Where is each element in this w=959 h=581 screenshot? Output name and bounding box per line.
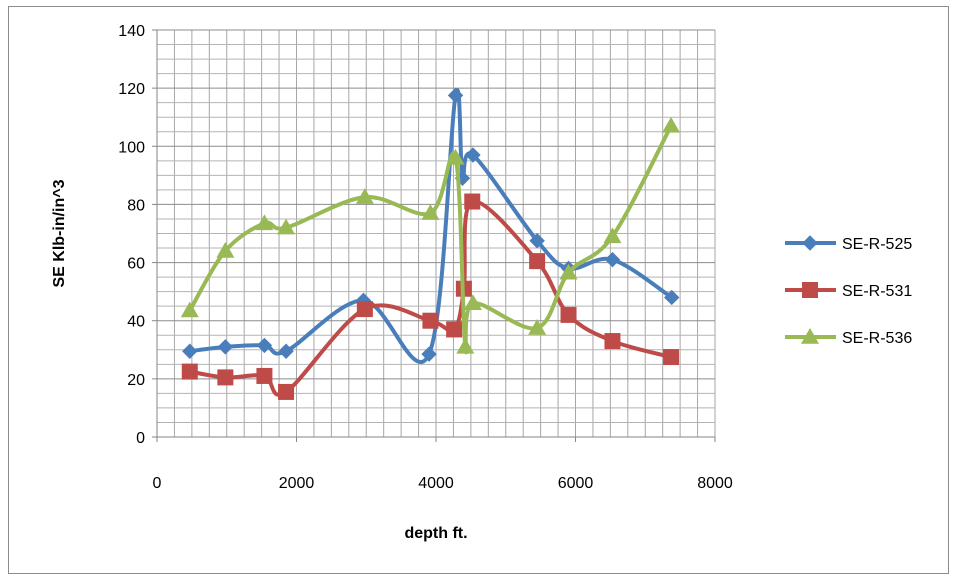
y-tick-label: 40 — [127, 314, 145, 331]
data-point — [217, 339, 234, 355]
legend-label: SE-R-531 — [842, 283, 912, 300]
y-tick-label: 60 — [127, 256, 145, 273]
y-tick-label: 0 — [136, 430, 145, 447]
data-point — [446, 148, 465, 165]
y-tick-label: 140 — [118, 23, 145, 40]
data-point — [603, 227, 622, 244]
legend-label: SE-R-525 — [842, 236, 912, 253]
y-tick-label: 20 — [127, 372, 145, 389]
data-point — [604, 251, 621, 268]
data-point — [559, 263, 578, 280]
y-axis-title: SE Klb-in/in^3 — [51, 179, 68, 287]
data-point — [217, 369, 234, 386]
data-point — [180, 301, 199, 318]
data-point — [529, 253, 546, 270]
data-point — [465, 147, 481, 163]
data-point — [604, 333, 621, 350]
data-point — [456, 337, 475, 354]
data-point — [528, 318, 547, 335]
x-axis-title: depth ft. — [404, 525, 467, 542]
data-point — [278, 383, 295, 400]
series-se-r-536 — [180, 116, 681, 355]
data-point — [664, 289, 680, 306]
data-point — [421, 346, 437, 362]
y-tick-label: 80 — [127, 197, 145, 214]
data-point — [463, 294, 482, 311]
data-point — [446, 321, 463, 338]
legend: SE-R-525 SE-R-531 SE-R-536 — [785, 235, 912, 347]
x-tick-label: 2000 — [279, 475, 315, 492]
x-tick-label: 4000 — [418, 475, 454, 492]
data-point — [355, 188, 374, 204]
legend-entry-se-r-525: SE-R-525 — [785, 235, 912, 253]
legend-entry-se-r-536: SE-R-536 — [785, 328, 912, 347]
y-tick-label: 120 — [118, 81, 145, 98]
data-point — [422, 312, 439, 329]
legend-marker — [802, 235, 818, 251]
data-point — [256, 337, 273, 354]
legend-label: SE-R-536 — [842, 330, 912, 347]
data-point — [421, 204, 440, 220]
legend-marker — [802, 282, 818, 298]
data-point — [255, 214, 274, 231]
series-se-r-525 — [182, 87, 680, 365]
data-point — [256, 367, 273, 384]
data-point — [529, 233, 545, 249]
y-tick-label: 100 — [118, 139, 145, 156]
data-point — [560, 306, 577, 323]
series-line — [187, 88, 674, 365]
x-tick-label: 6000 — [558, 475, 594, 492]
x-tick-label: 8000 — [697, 475, 733, 492]
data-point — [181, 363, 198, 380]
legend-entry-se-r-531: SE-R-531 — [785, 282, 912, 300]
data-point — [663, 349, 680, 366]
data-point — [662, 116, 681, 133]
data-point — [182, 343, 198, 359]
data-point — [216, 241, 235, 258]
data-point — [356, 301, 373, 318]
series-se-r-531 — [181, 193, 680, 400]
x-tick-label: 0 — [153, 475, 162, 492]
data-point — [464, 193, 481, 210]
axes-layer: 0 20 40 60 80 100 120 140 0 2000 4000 6000 8000 — [118, 23, 733, 492]
data-point — [277, 218, 296, 235]
data-point — [447, 87, 464, 104]
series-layer — [180, 87, 681, 400]
legend-marker — [801, 328, 819, 344]
data-point — [278, 343, 294, 359]
